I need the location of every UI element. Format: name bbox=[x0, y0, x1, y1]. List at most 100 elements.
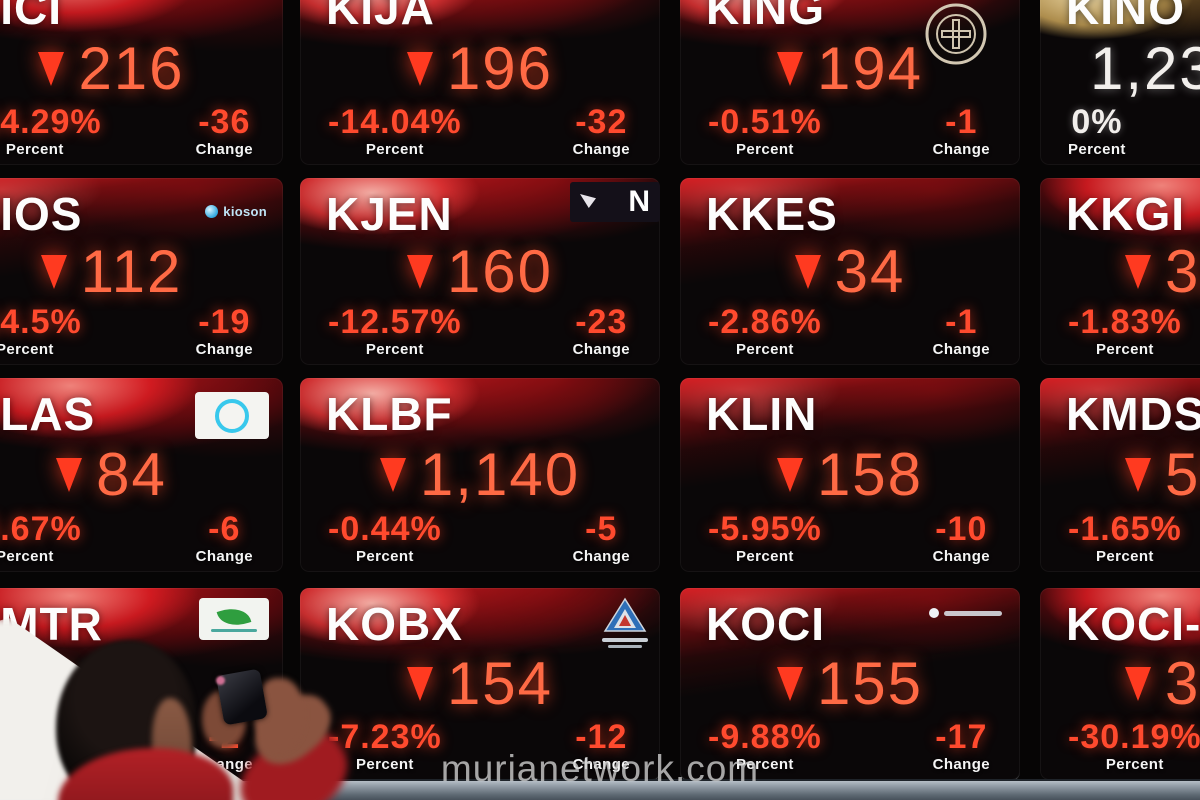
stats-row: -5.95% Percent -10 Change bbox=[680, 512, 1020, 572]
green-leaf-icon bbox=[216, 602, 252, 631]
ticker-symbol: KICI bbox=[0, 0, 62, 34]
change-label: Change bbox=[572, 548, 630, 565]
price-row: 196 bbox=[300, 32, 660, 105]
down-arrow-icon bbox=[794, 254, 821, 289]
percent-stat: -5.95% Percent bbox=[708, 512, 822, 565]
percent-value: -7.23% bbox=[328, 718, 442, 757]
percent-label: Percent bbox=[0, 756, 26, 773]
down-arrow-icon bbox=[406, 51, 433, 86]
change-value: -12 bbox=[575, 718, 628, 757]
change-value: -6 bbox=[208, 510, 241, 549]
change-value: -32 bbox=[575, 103, 628, 142]
stock-tile-koci-w: KOCI-W 37 -30.19% Percent Change bbox=[1040, 588, 1200, 780]
stock-tile-kino: KINO 1,23 0% Percent Change bbox=[1040, 0, 1200, 165]
last-price: 158 bbox=[816, 441, 924, 509]
change-stat: -32 Change bbox=[573, 105, 630, 158]
stock-tile-kija: KIJA 196 -14.04% Percent -32 Change bbox=[300, 0, 660, 165]
price-row: 154 bbox=[300, 648, 660, 720]
percent-stat: -14.29% Percent bbox=[0, 105, 102, 158]
ticker-symbol: KKES bbox=[706, 188, 838, 240]
down-arrow-icon bbox=[776, 667, 803, 702]
price-row: 194 bbox=[680, 32, 1020, 105]
change-stat: -10 Change bbox=[933, 512, 990, 565]
change-value: -5 bbox=[585, 510, 618, 549]
ticker-symbol: KIJA bbox=[326, 0, 435, 34]
kobx-pyramid-logo bbox=[602, 597, 648, 648]
price-row: 59 bbox=[1040, 438, 1200, 512]
stock-tile-kkes: KKES 34 -2.86% Percent -1 Change bbox=[680, 178, 1020, 365]
stock-tile-kmtr: KMTR Percent -2 Change bbox=[0, 588, 283, 780]
percent-stat: -0.51% Percent bbox=[708, 105, 822, 158]
price-row bbox=[0, 648, 283, 720]
logo-text-line bbox=[602, 638, 648, 642]
stats-row: -1.65% Percent Change bbox=[1040, 512, 1200, 572]
percent-value: -30.19% bbox=[1068, 718, 1200, 757]
change-stat: -1 Change bbox=[933, 105, 990, 158]
percent-stat: -2.86% Percent bbox=[708, 305, 822, 358]
down-arrow-icon bbox=[1125, 667, 1151, 702]
kioson-circle-icon bbox=[205, 205, 219, 218]
change-stat: -6 Change bbox=[196, 512, 253, 565]
price-row: 1,23 bbox=[1040, 32, 1200, 105]
last-price: 160 bbox=[446, 237, 554, 305]
percent-value: -1.83% bbox=[1068, 303, 1182, 342]
stats-row: -30.19% Percent Change bbox=[1040, 720, 1200, 780]
last-price: 32 bbox=[1165, 237, 1200, 305]
klas-logo bbox=[195, 392, 269, 439]
percent-label: Percent bbox=[1095, 548, 1154, 565]
price-row: 37 bbox=[1040, 648, 1200, 720]
stock-tile-klin: KLIN 158 -5.95% Percent -10 Change bbox=[680, 378, 1020, 572]
price-row: 1,140 bbox=[300, 438, 660, 512]
change-label: Change bbox=[572, 341, 630, 358]
change-value: -1 bbox=[945, 303, 978, 342]
percent-value: -14.29% bbox=[0, 103, 102, 142]
stock-tile-kjen: KJEN N 160 -12.57% Percent -23 Change bbox=[300, 178, 660, 365]
change-label: Change bbox=[932, 141, 990, 158]
change-label: Change bbox=[572, 141, 630, 158]
stock-tile-kios: KIOS kioson 112 -14.5% Percent -19 Chang… bbox=[0, 178, 283, 365]
stats-row: -14.04% Percent -32 Change bbox=[300, 105, 660, 165]
change-label: Change bbox=[195, 341, 253, 358]
percent-stat: -0.44% Percent bbox=[328, 512, 442, 565]
percent-label: Percent bbox=[355, 756, 414, 773]
stats-row: -0.51% Percent -1 Change bbox=[680, 105, 1020, 165]
percent-value: -2.86% bbox=[708, 303, 822, 342]
stats-row: 0% Percent Change bbox=[1040, 105, 1200, 165]
ticker-symbol: KING bbox=[706, 0, 825, 34]
kjen-n-badge: N bbox=[570, 182, 660, 222]
last-price: 196 bbox=[446, 34, 554, 102]
change-stat: -1 Change bbox=[933, 305, 990, 358]
ticker-symbol: KLAS bbox=[0, 388, 96, 440]
price-row: 32 bbox=[1040, 238, 1200, 305]
percent-value: -6.67% bbox=[0, 510, 82, 549]
percent-value: -0.51% bbox=[708, 103, 822, 142]
percent-label: Percent bbox=[735, 341, 794, 358]
percent-value: -14.5% bbox=[0, 303, 82, 342]
cyan-ring-icon bbox=[215, 398, 249, 433]
last-price: 1,23 bbox=[1090, 34, 1200, 102]
last-price: 37 bbox=[1165, 650, 1200, 718]
change-label: Change bbox=[195, 756, 253, 773]
price-row: 34 bbox=[680, 238, 1020, 305]
percent-stat: -14.04% Percent bbox=[328, 105, 462, 158]
price-row: 160 bbox=[300, 238, 660, 305]
change-value: -10 bbox=[935, 510, 988, 549]
stats-row: -14.29% Percent -36 Change bbox=[0, 105, 283, 165]
change-label: Change bbox=[195, 141, 253, 158]
percent-stat: -30.19% Percent bbox=[1068, 720, 1200, 773]
change-stat: -2 Change bbox=[196, 720, 253, 773]
down-arrow-icon bbox=[56, 458, 83, 493]
percent-stat: Percent bbox=[0, 721, 26, 773]
last-price: 154 bbox=[446, 650, 554, 718]
pyramid-icon bbox=[603, 597, 647, 632]
change-label: Change bbox=[932, 548, 990, 565]
change-stat: -23 Change bbox=[573, 305, 630, 358]
percent-stat: -9.88% Percent bbox=[708, 720, 822, 773]
price-row: 155 bbox=[680, 648, 1020, 720]
down-arrow-icon bbox=[40, 254, 67, 289]
change-stat: -5 Change bbox=[573, 512, 630, 565]
ticker-symbol: KMDS bbox=[1066, 388, 1200, 440]
change-label: Change bbox=[932, 341, 990, 358]
kmtr-logo bbox=[199, 598, 269, 640]
